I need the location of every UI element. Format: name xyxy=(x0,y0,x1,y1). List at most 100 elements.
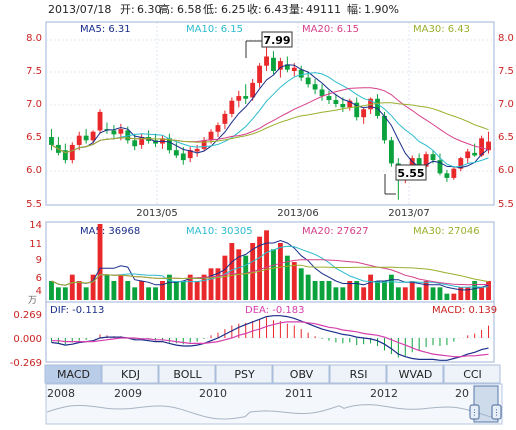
volume-bar xyxy=(55,287,61,300)
overview-year-label: 2012 xyxy=(370,387,398,400)
volume-bar xyxy=(222,255,228,300)
ma5-line xyxy=(51,64,489,169)
tab-background xyxy=(215,364,273,384)
range-handle-left[interactable]: ⋮ xyxy=(469,404,480,420)
tab-cci[interactable]: CCI xyxy=(443,364,501,384)
overview-navigator[interactable] xyxy=(45,383,503,425)
volume-bar xyxy=(166,274,172,300)
tab-label: WVAD xyxy=(399,368,433,381)
vol-ma5-line xyxy=(51,239,489,291)
tab-obv[interactable]: OBV xyxy=(272,364,330,384)
quote-date: 2013/07/18 xyxy=(48,3,111,16)
candle-body xyxy=(271,57,276,71)
tab-background xyxy=(443,364,501,384)
overview-year-label: 2008 xyxy=(47,387,75,400)
candle-body xyxy=(319,89,325,97)
volume-bar xyxy=(90,274,96,300)
vol-legend-ma30: MA30: 27046 xyxy=(413,226,480,237)
volume-bar xyxy=(347,281,353,300)
moving-average-lines xyxy=(51,64,489,169)
min-label: 5.55 xyxy=(397,167,424,180)
ma30-line xyxy=(51,102,489,154)
volume-bar xyxy=(111,281,117,300)
candle-body xyxy=(375,98,380,116)
candle-body xyxy=(416,158,422,167)
max-annotation: 7.99 xyxy=(245,31,293,58)
volume-bar xyxy=(409,281,415,300)
candle-body xyxy=(437,160,443,174)
candle-body xyxy=(388,140,394,164)
candle-body xyxy=(76,135,82,145)
volume-bar xyxy=(416,287,422,300)
date-tick-label: 2013/06 xyxy=(277,208,319,219)
price-tick-label-right: 6.5 xyxy=(498,132,514,143)
volume-bar xyxy=(229,243,235,300)
overview-year-label: 2011 xyxy=(285,387,313,400)
tab-wvad[interactable]: WVAD xyxy=(386,364,444,384)
volume-bar xyxy=(194,281,200,300)
tab-background xyxy=(101,364,159,384)
candle-body xyxy=(430,154,436,161)
tab-label: BOLL xyxy=(173,368,202,381)
volume-bar xyxy=(215,268,221,300)
volume-bar xyxy=(208,268,214,300)
candle-body xyxy=(479,138,485,156)
candle-body xyxy=(458,158,464,169)
vol-ma20-line xyxy=(51,259,489,286)
range-handle-right[interactable]: ⋮ xyxy=(491,404,502,420)
volume-bar xyxy=(458,287,464,300)
candle-body xyxy=(208,131,214,141)
volume-bar xyxy=(243,255,249,300)
tab-kdj[interactable]: KDJ xyxy=(101,364,159,384)
price-tick-label: 5.5 xyxy=(26,199,42,210)
legend-dea: DEA: -0.183 xyxy=(245,305,304,316)
volume-bar xyxy=(375,281,380,300)
volume-bar xyxy=(305,274,311,300)
tab-psy[interactable]: PSY xyxy=(215,364,273,384)
volume-tick-label: 11 xyxy=(29,239,42,250)
candle-body xyxy=(347,100,353,108)
tab-background xyxy=(386,364,444,384)
min-label-box xyxy=(395,164,427,181)
volume-bar xyxy=(69,274,75,300)
macd-legend: DIF: -0.113 DEA: -0.183 MACD: 0.139 xyxy=(50,305,497,316)
overview-trend-line xyxy=(46,404,493,420)
volume-bar xyxy=(382,281,387,300)
price-tick-label: 7.0 xyxy=(26,99,42,110)
volume-bar xyxy=(423,281,429,300)
candle-body xyxy=(187,150,193,159)
tab-label: MACD xyxy=(57,368,90,381)
volume-tick-label: 4 xyxy=(36,286,42,297)
tab-background xyxy=(272,364,330,384)
candle-body xyxy=(173,150,179,156)
candle-body xyxy=(180,153,186,161)
change-value: 1.90% xyxy=(364,3,399,16)
tab-rsi[interactable]: RSI xyxy=(329,364,387,384)
candle-body xyxy=(312,84,318,90)
volume-bar xyxy=(49,281,54,300)
change-label: 幅: xyxy=(347,3,362,16)
tab-label: CCI xyxy=(463,368,482,381)
volume-bar xyxy=(388,274,394,300)
macd-panel-frame xyxy=(45,301,495,363)
candle-body xyxy=(111,130,117,135)
low-value: 6.25 xyxy=(221,3,246,16)
volume-bar xyxy=(118,274,124,300)
volume-axis: 14 11 9 6 4 万 xyxy=(28,220,42,306)
volume-unit: 万 xyxy=(28,296,37,306)
legend-ma20: MA20: 6.15 xyxy=(302,24,359,35)
candle-body xyxy=(97,111,103,131)
candle-body xyxy=(118,129,124,134)
volume-bar xyxy=(361,287,367,300)
price-tick-label-right: 7.0 xyxy=(498,99,514,110)
candle-body xyxy=(222,113,228,124)
date-axis: 2013/05 2013/06 2013/07 xyxy=(136,208,430,219)
candle-body xyxy=(423,154,429,167)
tab-macd[interactable]: MACD xyxy=(44,364,102,384)
vol-ma30-line xyxy=(51,264,489,286)
vol-ma10-line xyxy=(51,245,489,288)
volume-bar xyxy=(187,274,193,300)
max-label-box xyxy=(261,31,293,48)
tab-boll[interactable]: BOLL xyxy=(158,364,216,384)
